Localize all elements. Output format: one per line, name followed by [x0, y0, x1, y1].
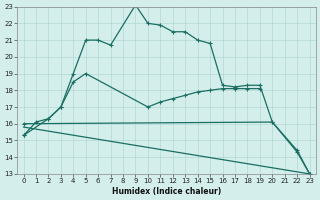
X-axis label: Humidex (Indice chaleur): Humidex (Indice chaleur) — [112, 187, 221, 196]
